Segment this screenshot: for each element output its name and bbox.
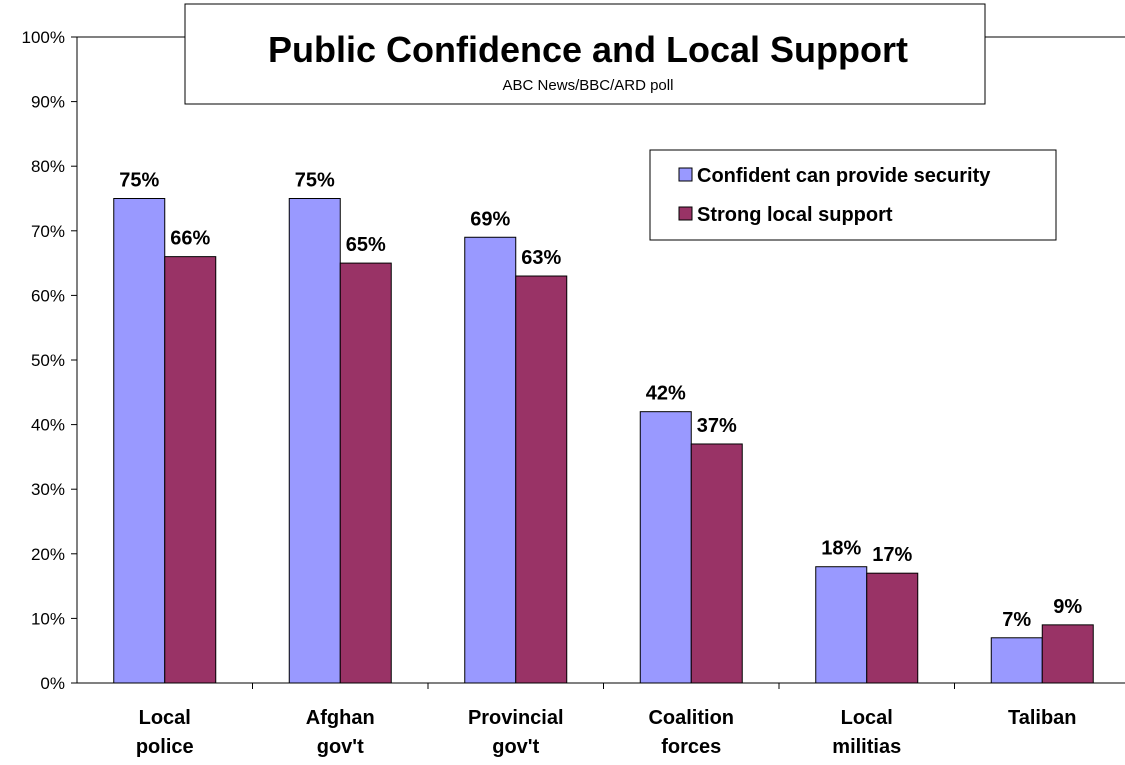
chart-title: Public Confidence and Local Support <box>268 29 908 70</box>
bar-series-1 <box>690 443 743 684</box>
bar-series-0 <box>464 236 517 684</box>
bars <box>113 198 1094 684</box>
title-frame <box>184 3 986 105</box>
data-label: 42% <box>646 383 686 405</box>
bar-series-0 <box>113 198 166 684</box>
data-labels: 75% 75% 69% 42% 18% 7% 66% 65% 63% 37% 17% 9% <box>119 170 1082 631</box>
legend: Confident can provide security Strong lo… <box>649 149 1057 241</box>
y-tick-label: 60% <box>31 286 65 305</box>
data-label: 18% <box>821 538 861 560</box>
data-label: 37% <box>697 415 737 437</box>
bar-series-0 <box>990 637 1043 684</box>
data-label: 69% <box>470 208 510 230</box>
data-label: 17% <box>872 544 912 566</box>
legend-label-confident: Confident can provide security <box>697 165 991 187</box>
bar-series-1 <box>866 572 919 684</box>
data-label: 75% <box>119 170 159 192</box>
y-tick-label: 80% <box>31 157 65 176</box>
y-tick-label: 70% <box>31 222 65 241</box>
y-tick-label: 0% <box>40 674 65 693</box>
x-category-label: Local militias <box>832 707 901 758</box>
bar-series-1 <box>515 275 568 684</box>
bar-series-0 <box>639 411 692 684</box>
bar-series-0 <box>815 566 868 684</box>
chart-subtitle: ABC News/BBC/ARD poll <box>503 77 674 94</box>
data-label: 9% <box>1053 596 1082 618</box>
x-category-label: Provincial gov't <box>468 707 564 758</box>
data-label: 63% <box>521 247 561 269</box>
y-tick-label: 40% <box>31 416 65 435</box>
data-label: 65% <box>346 234 386 256</box>
y-tick-label: 20% <box>31 545 65 564</box>
y-tick-label: 50% <box>31 351 65 370</box>
legend-label-support: Strong local support <box>697 204 893 226</box>
title-box: Public Confidence and Local Support ABC … <box>184 3 986 105</box>
x-category-label: Local police <box>136 707 194 758</box>
x-category-label: Afghan gov't <box>306 707 375 758</box>
y-tick-label: 100% <box>22 28 65 47</box>
y-tick-label: 90% <box>31 93 65 112</box>
axes: 0% 10% 20% 30% 40% 50% 60% 70% 80% 90% 100% Local po… <box>22 28 1125 758</box>
legend-swatch-confident <box>678 167 693 182</box>
bar-series-1 <box>339 262 392 684</box>
data-label: 7% <box>1002 609 1031 631</box>
x-category-label: Taliban <box>1008 707 1077 729</box>
legend-frame <box>649 149 1057 241</box>
y-tick-label: 10% <box>31 609 65 628</box>
data-label: 75% <box>295 170 335 192</box>
bar-series-1 <box>164 256 217 684</box>
legend-swatch-support <box>678 206 693 221</box>
bar-series-1 <box>1041 624 1094 684</box>
y-tick-label: 30% <box>31 480 65 499</box>
bar-series-0 <box>288 198 341 684</box>
x-category-label: Coalition forces <box>648 707 734 758</box>
data-label: 66% <box>170 228 210 250</box>
